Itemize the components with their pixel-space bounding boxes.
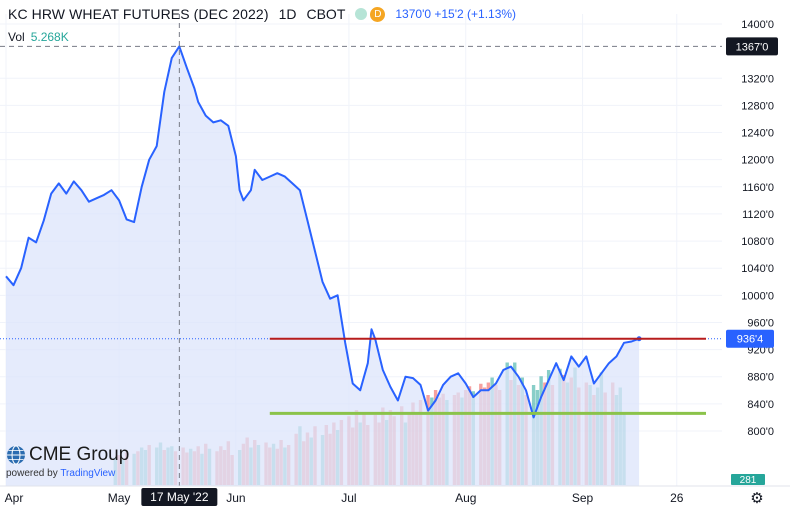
- last-price-label: 936'4: [737, 334, 764, 346]
- volume-legend: Vol 5.268K: [8, 30, 69, 44]
- volume-value: 5.268K: [30, 30, 69, 44]
- interval-label[interactable]: 1D: [278, 6, 297, 22]
- crosshair-price-tag-bg: [726, 37, 778, 56]
- price-axis-bg: [722, 0, 810, 516]
- y-tick-label: 1280'0: [741, 100, 774, 112]
- time-axis[interactable]: Apr May Jun Jul Aug Sep 26 17 May '22 ⚙: [5, 488, 764, 507]
- y-tick-label: 1240'0: [741, 128, 774, 140]
- delayed-badge: D: [370, 6, 386, 22]
- powered-by-label: powered by: [6, 468, 58, 479]
- symbol-title[interactable]: KC HRW WHEAT FUTURES (DEC 2022): [8, 6, 269, 22]
- cme-logo[interactable]: CME Group powered by TradingView: [6, 444, 129, 479]
- y-tick-label: 800'0: [747, 426, 774, 438]
- provider-name: TradingView: [60, 468, 116, 479]
- last-price-tag: 936'4: [726, 329, 774, 348]
- crosshair: [0, 14, 722, 486]
- x-tick-label: Sep: [572, 491, 594, 505]
- y-tick-label: 1400'0: [741, 19, 774, 31]
- x-tick-label: Aug: [455, 491, 476, 505]
- crosshair-price-label: 1367'0: [736, 41, 769, 53]
- powered-by: powered by TradingView: [6, 468, 129, 479]
- status-badges: D: [355, 6, 386, 22]
- date-tag-bg: [141, 488, 218, 506]
- x-tick-label: 26: [670, 491, 684, 505]
- volume-tag-bg: [731, 474, 765, 485]
- price-change: 1370'0 +15'2 (+1.13%): [395, 7, 517, 21]
- y-tick-label: 1320'0: [741, 73, 774, 85]
- x-tick-label: May: [108, 491, 131, 505]
- x-tick-label: Apr: [5, 491, 24, 505]
- x-tick-label: Jun: [226, 491, 245, 505]
- price-tags: 1367'0 936'4 281: [726, 37, 778, 486]
- logo-text: CME Group: [29, 444, 130, 465]
- volume-label: Vol: [8, 30, 25, 44]
- market-status-icon: [355, 8, 368, 20]
- x-tick-label: Jul: [341, 491, 356, 505]
- y-tick-label: 1120'0: [742, 209, 774, 221]
- volume-tag-label: 281: [740, 475, 757, 486]
- horizontal-lines[interactable]: [0, 336, 722, 415]
- y-tick-label: 1080'0: [741, 236, 774, 248]
- y-tick-label: 880'0: [747, 372, 774, 384]
- price-area: [6, 46, 640, 487]
- crosshair-date-tag: 17 May '22: [141, 488, 218, 506]
- chart-header: KC HRW WHEAT FUTURES (DEC 2022) 1D CBOT …: [8, 6, 516, 22]
- exchange-label: CBOT: [306, 6, 346, 22]
- y-tick-label: 1200'0: [741, 155, 774, 167]
- crosshair-price-tag: 1367'0: [726, 37, 778, 56]
- y-tick-label: 960'0: [747, 317, 774, 329]
- y-tick-label: 1160'0: [742, 182, 774, 194]
- globe-icon: [7, 445, 25, 465]
- settings-gear-icon[interactable]: ⚙: [750, 489, 763, 507]
- y-tick-label: 840'0: [747, 399, 774, 411]
- volume-tag: 281: [731, 474, 765, 486]
- y-tick-label: 1040'0: [741, 263, 774, 275]
- y-tick-label: 1000'0: [741, 290, 774, 302]
- price-line: [5, 45, 640, 419]
- last-price-tag-bg: [726, 329, 774, 348]
- date-tag-label: 17 May '22: [150, 490, 209, 504]
